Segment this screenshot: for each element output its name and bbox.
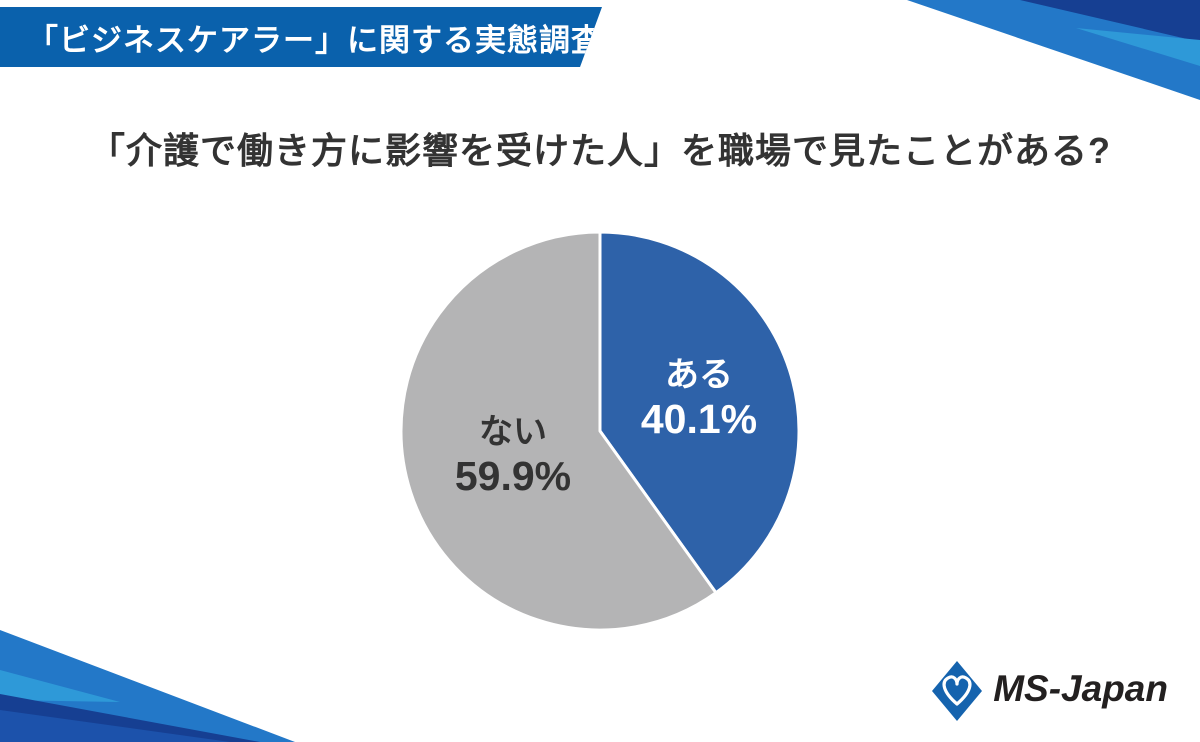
- pie-label-yes-percent: 40.1%: [640, 395, 758, 442]
- decor-triangle-light: [0, 670, 120, 702]
- pie-label-no-category: ない: [478, 412, 547, 451]
- pie-label-no-percent: 59.9%: [454, 452, 572, 499]
- pie-chart-svg: [399, 230, 801, 632]
- corner-decoration-bottom-left: [0, 630, 295, 742]
- ms-japan-logo-text: MS-Japan: [993, 668, 1168, 709]
- decor-triangle-royal: [0, 710, 230, 742]
- pie-label-no: ない 59.9%: [455, 412, 571, 500]
- corner-decoration-top-right: [907, 0, 1200, 100]
- pie-slice-ない: [399, 230, 718, 632]
- question-title: 「介護で働き方に影響を受けた人」を職場で見たことがある?: [89, 130, 1111, 171]
- ms-japan-logo: MS-Japan: [931, 660, 1168, 722]
- decor-triangle-medium: [0, 630, 295, 742]
- survey-title: 「ビジネスケアラー」に関する実態調査: [27, 22, 603, 58]
- pie-chart: [390, 221, 810, 641]
- decor-triangle-light: [1076, 28, 1200, 66]
- pie-label-yes: ある 40.1%: [641, 355, 757, 443]
- decor-triangle-navy: [1020, 0, 1200, 42]
- decor-triangle-navy: [0, 694, 260, 742]
- survey-title-banner: 「ビジネスケアラー」に関する実態調査: [0, 7, 602, 67]
- logo-heart-outline: [942, 675, 972, 706]
- decor-triangle-medium: [907, 0, 1200, 100]
- ms-japan-logo-icon: [932, 661, 983, 721]
- pie-label-yes-category: ある: [664, 355, 733, 394]
- pie-slice-ある: [598, 230, 801, 595]
- logo-diamond: [932, 661, 983, 721]
